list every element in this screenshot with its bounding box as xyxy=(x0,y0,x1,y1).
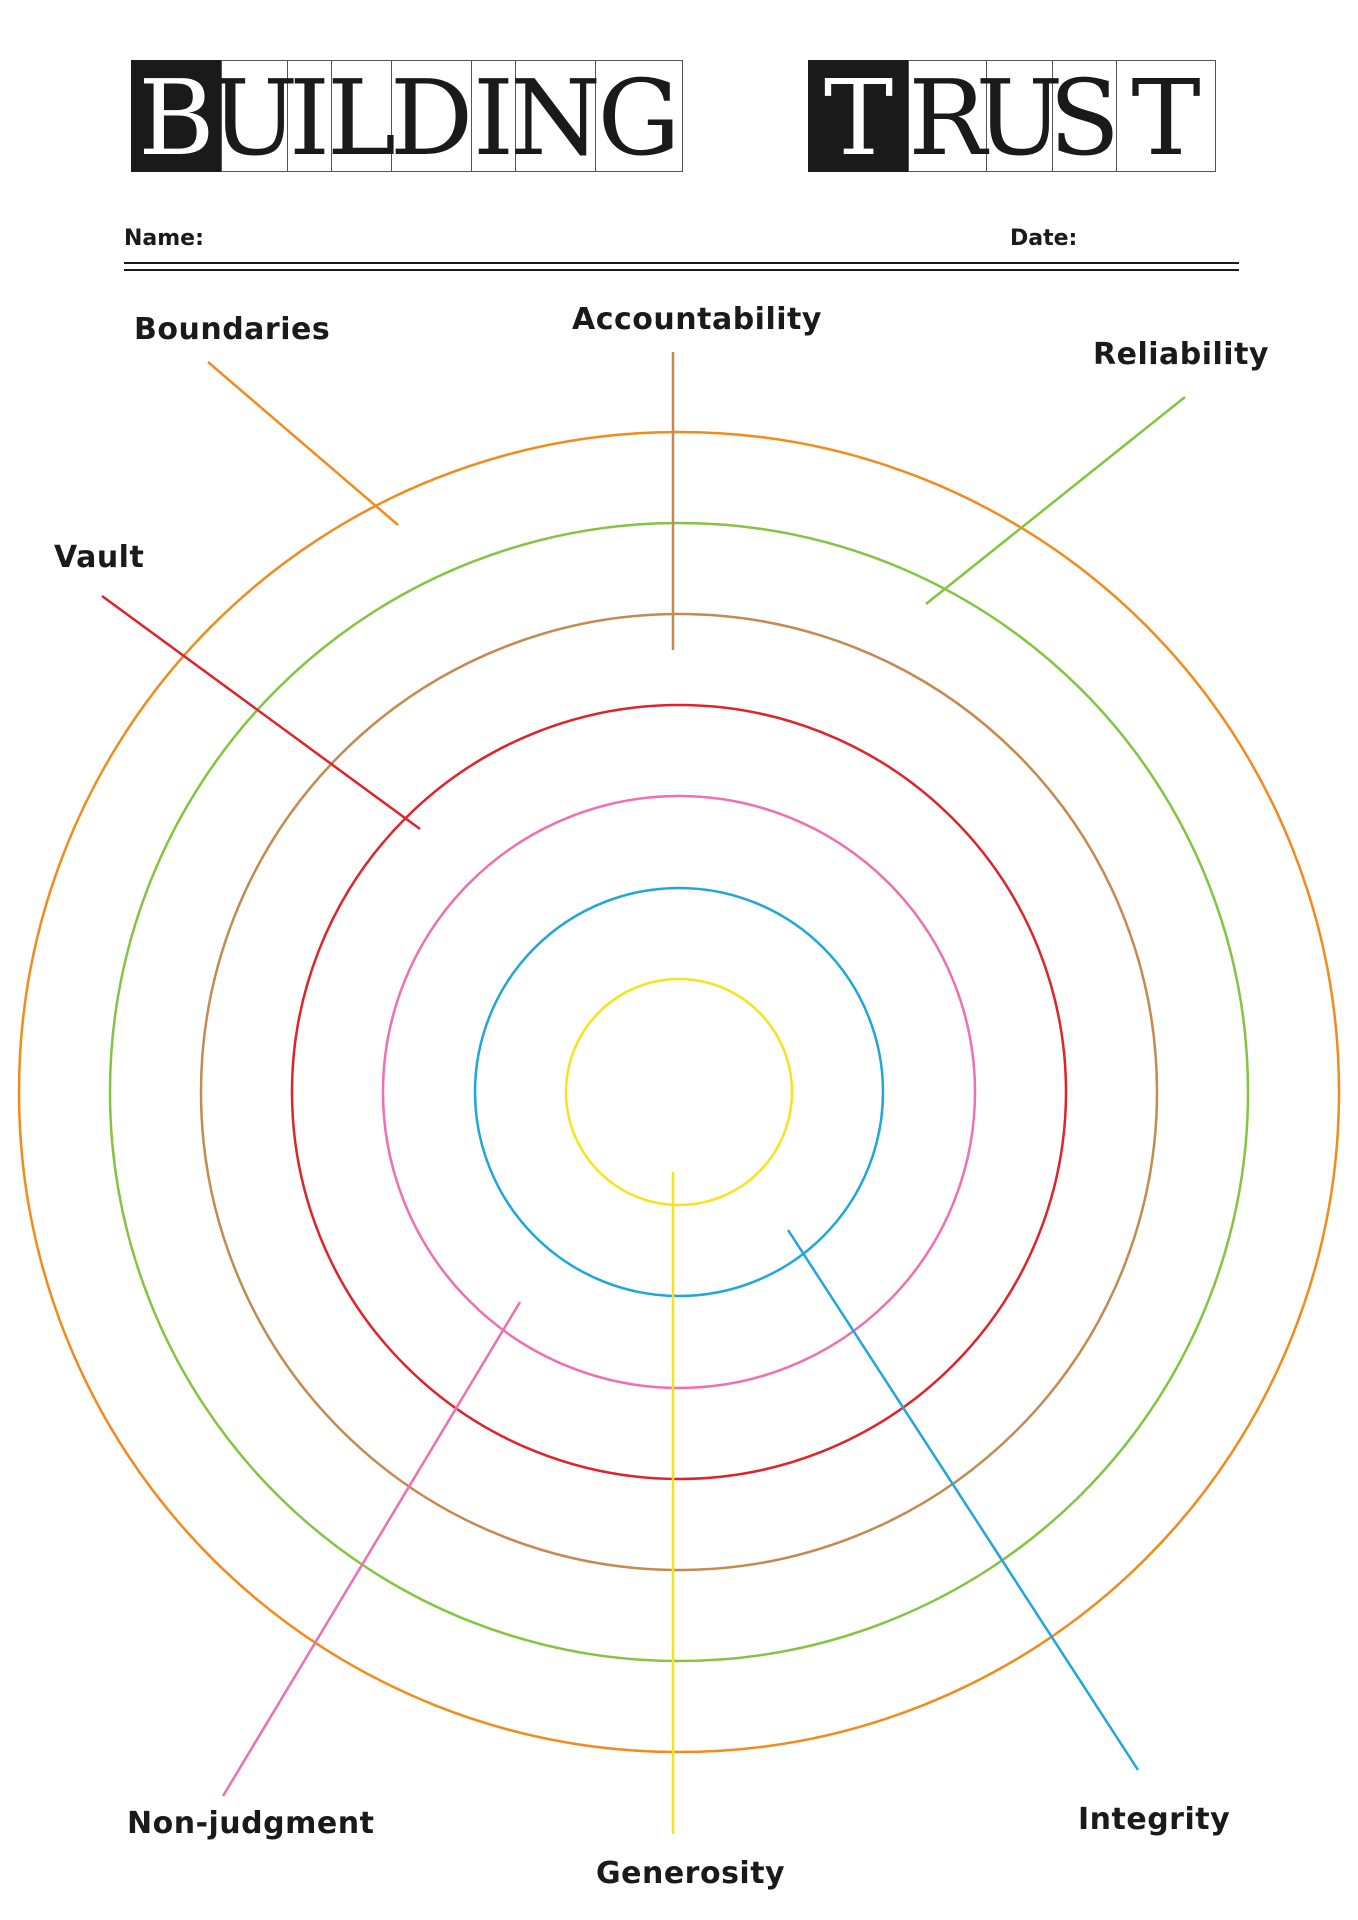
name-label: Name: xyxy=(124,226,204,251)
title-trust-letter-1: T xyxy=(808,60,908,172)
name-line[interactable] xyxy=(124,262,1239,264)
title-trust-letter-4: S xyxy=(1048,57,1121,179)
leader-non-judgment xyxy=(221,1301,522,1797)
ring-generosity xyxy=(564,977,794,1207)
ring-boundaries xyxy=(17,430,1341,1754)
date-label: Date: xyxy=(1010,226,1078,251)
title-trust-letter-3: U xyxy=(975,57,1064,179)
label-accountability: Accountability xyxy=(572,302,822,337)
ring-reliability xyxy=(108,521,1250,1663)
name-date-row: Name: Date: xyxy=(124,222,1239,272)
label-vault: Vault xyxy=(54,540,145,575)
ring-integrity xyxy=(473,886,885,1298)
leader-integrity xyxy=(786,1229,1140,1771)
leader-vault xyxy=(101,594,421,831)
title-building-letter-6: I xyxy=(471,57,515,179)
label-generosity: Generosity xyxy=(596,1856,786,1891)
date-line xyxy=(124,269,1239,271)
title-building-letter-1: B xyxy=(131,60,221,172)
title-building-letter-2: U xyxy=(210,57,299,179)
ring-non-judgment xyxy=(381,794,977,1390)
title-trust-letter-2: R xyxy=(908,57,987,179)
leader-reliability xyxy=(925,396,1186,605)
label-integrity: Integrity xyxy=(1078,1802,1231,1837)
title-building-letter-7: N xyxy=(510,57,601,179)
ring-vault xyxy=(290,703,1068,1481)
title-building-letter-3: I xyxy=(287,57,331,179)
leader-boundaries xyxy=(207,361,399,526)
ring-accountability xyxy=(199,612,1159,1572)
title-building-letter-4: L xyxy=(326,57,397,179)
label-non-judgment: Non-judgment xyxy=(127,1806,375,1841)
title-building-letter-5: D xyxy=(389,57,474,179)
title-trust-letter-5: T xyxy=(1116,60,1216,172)
label-reliability: Reliability xyxy=(1093,337,1269,372)
label-boundaries: Boundaries xyxy=(134,312,331,347)
title-building-letter-8: G xyxy=(595,60,683,172)
